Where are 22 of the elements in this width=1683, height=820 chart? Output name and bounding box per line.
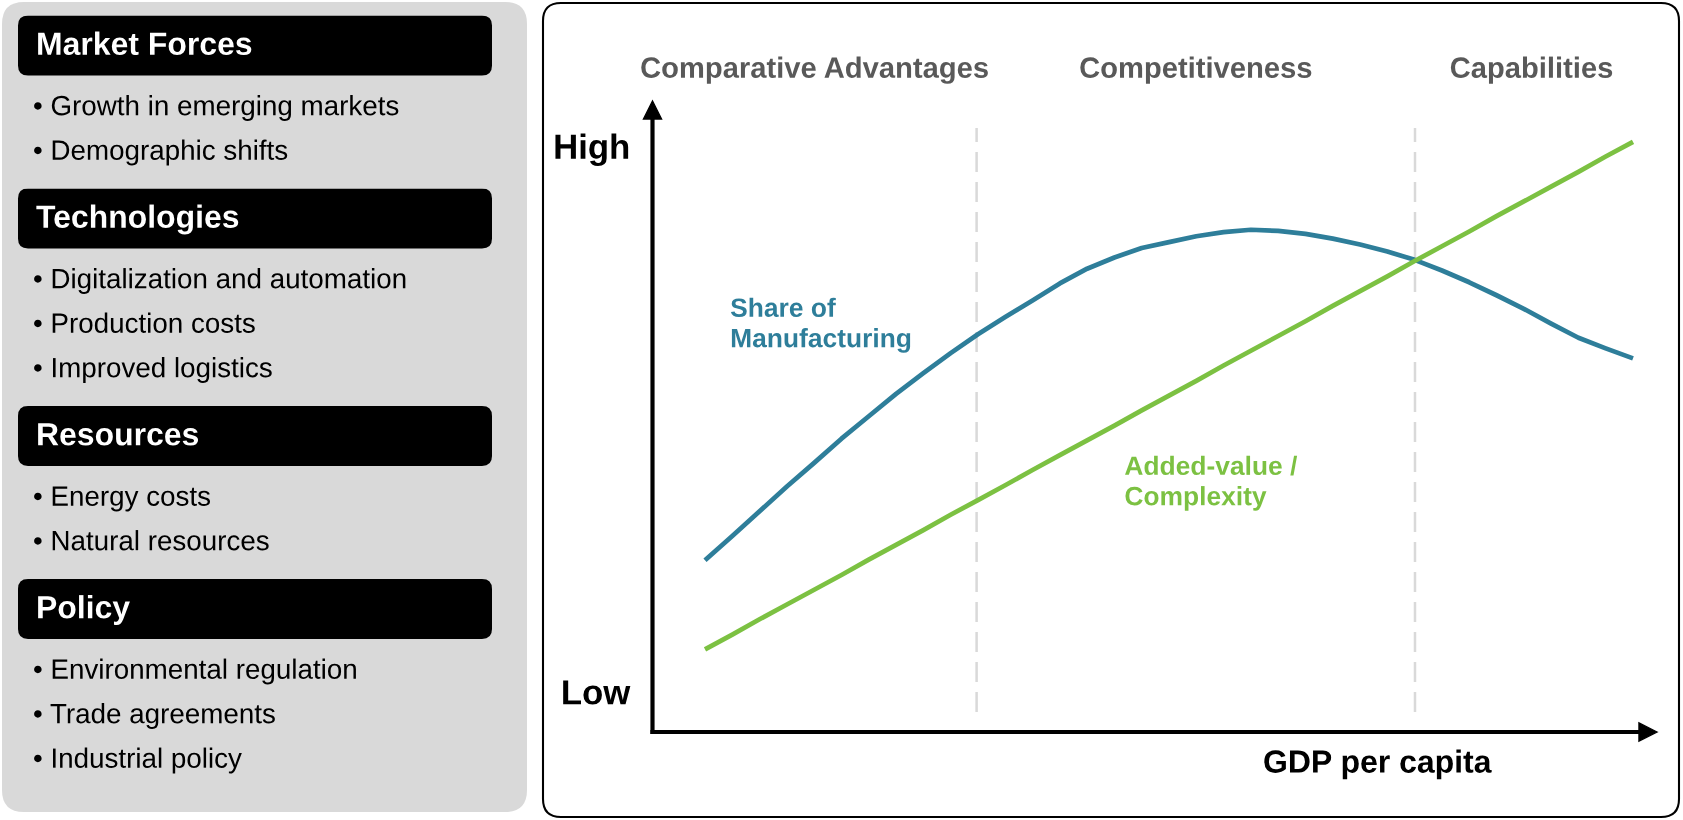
text: • Digitalization and automation — [34, 268, 406, 294]
text: • Industrial policy — [34, 747, 242, 774]
text: • Natural resources — [34, 530, 269, 551]
text: Resources — [38, 423, 199, 446]
text: Comparative Advantages — [641, 56, 988, 84]
text: High — [555, 133, 629, 167]
series-label: Added-value / Complexity — [1125, 455, 1298, 511]
text: Capabilities — [1450, 56, 1613, 84]
text: • Growth in emerging markets — [34, 95, 399, 121]
text: • Environmental regulation — [34, 658, 356, 685]
text: Market Forces — [38, 31, 252, 56]
text: • Demographic shifts — [34, 139, 288, 166]
text: • Trade agreements — [34, 703, 275, 729]
text: • Energy costs — [34, 486, 210, 512]
text: Policy — [38, 595, 130, 625]
text: • Improved logistics — [34, 357, 272, 383]
x-axis-title: GDP per capita — [1264, 749, 1492, 780]
text: Low — [563, 680, 631, 705]
text: Technologies — [36, 204, 239, 235]
series-label: Share of Manufacturing — [730, 297, 911, 353]
text: • Production costs — [34, 312, 255, 333]
text: Competitiveness — [1080, 56, 1312, 84]
